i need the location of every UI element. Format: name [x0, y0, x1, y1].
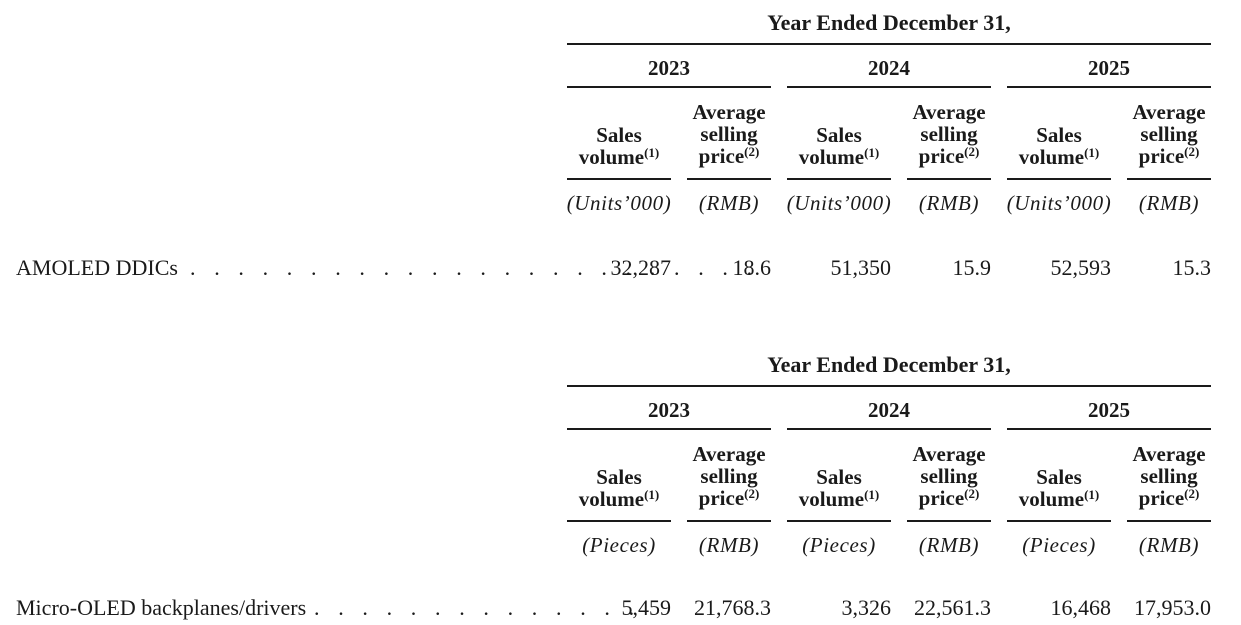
year-header-2024: 2024: [868, 56, 910, 80]
col-header-sales-volume: Sales volume(1): [798, 123, 880, 169]
year-rule: [787, 86, 991, 88]
unit-price: (RMB): [1138, 533, 1200, 557]
col-rule: [787, 178, 891, 180]
table-header-title: Year Ended December 31,: [767, 352, 1011, 377]
cell-value: 18.6: [732, 255, 772, 280]
unit-price: (RMB): [918, 533, 980, 557]
row-label: Micro-OLED backplanes/drivers: [16, 595, 307, 620]
unit-price: (RMB): [698, 533, 760, 557]
col-rule: [1007, 520, 1111, 522]
cell-value: 3,326: [841, 595, 892, 620]
unit-volume: (Units’000): [1006, 191, 1112, 215]
col-rule: [1007, 178, 1111, 180]
header-rule: [567, 385, 1211, 387]
leader-dots: . . . . . . . . . . . . . .: [314, 595, 641, 620]
col-header-average-selling-price: Average selling price(2): [692, 100, 766, 168]
unit-volume: (Pieces): [802, 533, 876, 557]
cell-value: 21,768.3: [694, 595, 771, 620]
cell-value: 32,287: [610, 255, 672, 280]
col-header-average-selling-price: Average selling price(2): [912, 442, 986, 510]
col-rule: [687, 178, 771, 180]
col-header-average-selling-price: Average selling price(2): [692, 442, 766, 510]
cell-value: 22,561.3: [914, 595, 991, 620]
col-header-sales-volume: Sales volume(1): [1018, 465, 1100, 511]
cell-value: 16,468: [1050, 595, 1112, 620]
unit-volume: (Pieces): [1022, 533, 1096, 557]
unit-price: (RMB): [698, 191, 760, 215]
col-header-average-selling-price: Average selling price(2): [1132, 442, 1206, 510]
col-rule: [787, 520, 891, 522]
col-header-sales-volume: Sales volume(1): [798, 465, 880, 511]
col-rule: [907, 178, 991, 180]
year-rule: [567, 428, 771, 430]
year-rule: [1007, 86, 1211, 88]
col-rule: [907, 520, 991, 522]
unit-volume: (Units’000): [566, 191, 672, 215]
col-header-sales-volume: Sales volume(1): [578, 123, 660, 169]
year-header-2025: 2025: [1088, 56, 1130, 80]
year-rule: [567, 86, 771, 88]
col-header-sales-volume: Sales volume(1): [1018, 123, 1100, 169]
unit-price: (RMB): [918, 191, 980, 215]
cell-value: 5,459: [621, 595, 672, 620]
table-header-title: Year Ended December 31,: [767, 10, 1011, 35]
col-header-average-selling-price: Average selling price(2): [1132, 100, 1206, 168]
unit-volume: (Units’000): [786, 191, 892, 215]
col-header-sales-volume: Sales volume(1): [578, 465, 660, 511]
col-header-average-selling-price: Average selling price(2): [912, 100, 986, 168]
cell-value: 15.9: [952, 255, 992, 280]
unit-price: (RMB): [1138, 191, 1200, 215]
cell-value: 15.3: [1172, 255, 1212, 280]
col-rule: [1127, 520, 1211, 522]
cell-value: 51,350: [830, 255, 892, 280]
leader-dots: . . . . . . . . . . . . . . . . . . . . …: [190, 255, 759, 280]
year-header-2023: 2023: [648, 398, 690, 422]
row-label: AMOLED DDICs: [16, 255, 178, 280]
year-header-2024: 2024: [868, 398, 910, 422]
col-rule: [687, 520, 771, 522]
year-rule: [787, 428, 991, 430]
cell-value: 17,953.0: [1134, 595, 1211, 620]
col-rule: [567, 520, 671, 522]
unit-volume: (Pieces): [582, 533, 656, 557]
cell-value: 52,593: [1050, 255, 1112, 280]
year-rule: [1007, 428, 1211, 430]
header-rule: [567, 43, 1211, 45]
col-rule: [1127, 178, 1211, 180]
col-rule: [567, 178, 671, 180]
year-header-2025: 2025: [1088, 398, 1130, 422]
year-header-2023: 2023: [648, 56, 690, 80]
